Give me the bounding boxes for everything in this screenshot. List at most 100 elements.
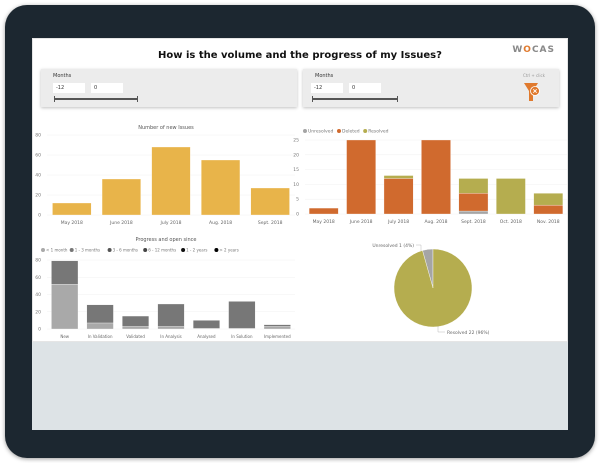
months-to-input[interactable]: 0	[91, 83, 123, 93]
y-tick-label: 20	[293, 152, 299, 158]
y-tick-label: 25	[293, 138, 299, 144]
filter-panel-right: Months -12 0 Ctrl + click	[303, 69, 559, 107]
legend-marker	[107, 248, 112, 252]
x-tick-label: New	[60, 334, 69, 339]
clear-filter-icon[interactable]	[523, 82, 543, 102]
bar-resolved	[383, 175, 414, 179]
bar-1-3-months	[192, 320, 220, 329]
bar-1-3-months	[263, 324, 291, 327]
bar-value	[101, 178, 141, 216]
y-tick-label: 0	[38, 213, 41, 219]
legend-marker	[41, 248, 45, 252]
legend-label: 1 - 3 months	[75, 248, 100, 253]
x-tick-label: Oct. 2018	[500, 219, 522, 225]
bar--1-month	[51, 283, 79, 330]
legend-marker	[214, 248, 219, 252]
chart-title: Progress and open since	[136, 237, 197, 243]
x-tick-label: Implemented	[264, 334, 291, 339]
months-slider[interactable]	[312, 96, 398, 102]
x-tick-label: Sept. 2018	[258, 220, 283, 226]
legend-label: 1 - 2 years	[186, 248, 207, 253]
bar-value	[151, 146, 191, 216]
chart-title: Number of new Issues	[138, 125, 194, 131]
bar--1-month	[263, 326, 291, 330]
bar-value	[201, 159, 241, 216]
x-tick-label: Nov. 2018	[537, 219, 560, 225]
bar-1-3-months	[122, 315, 150, 327]
x-tick-label: In Solution	[231, 334, 253, 339]
y-tick-label: 60	[35, 153, 41, 159]
y-tick-label: 0	[296, 212, 299, 218]
screen: How is the volume and the progress of my…	[32, 38, 568, 430]
bar-deleted	[346, 139, 376, 215]
legend-marker	[181, 248, 186, 252]
y-tick-label: 5	[296, 197, 299, 203]
y-tick-label: 15	[293, 167, 299, 173]
legend-marker	[363, 129, 368, 133]
legend-label: Deleted	[342, 129, 360, 135]
y-tick-label: 80	[35, 258, 41, 264]
bar-deleted	[533, 204, 564, 215]
y-tick-label: 10	[293, 182, 299, 188]
ctrl-click-hint: Ctrl + click	[523, 73, 545, 78]
bar--1-month	[122, 326, 150, 330]
leader-line	[437, 326, 445, 333]
bar-deleted	[308, 207, 339, 215]
y-tick-label: 40	[35, 292, 41, 298]
pie-label: Resolved 22 (96%)	[447, 330, 490, 336]
x-tick-label: Aug. 2018	[209, 220, 232, 226]
bar-deleted	[383, 178, 414, 215]
months-to-input[interactable]: 0	[349, 83, 381, 93]
charts-area: Number of new Issues 0 20 40 60 80 May 2018 Jun…	[35, 125, 567, 339]
legend-label: < 1 month	[46, 248, 68, 253]
x-tick-label: Aug. 2018	[424, 219, 447, 225]
x-tick-label: July 2018	[160, 220, 182, 226]
x-tick-label: June 2018	[349, 219, 373, 225]
x-tick-label: May 2018	[61, 220, 83, 226]
x-tick-label: Validated	[126, 334, 145, 339]
x-tick-label: May 2018	[313, 219, 335, 225]
bar-deleted	[458, 193, 489, 212]
y-tick-label: 80	[35, 133, 41, 139]
bar-value	[250, 187, 290, 216]
pie-slice-resolved	[393, 248, 473, 328]
pie-label: Unresolved 1 (4%)	[372, 243, 414, 249]
months-label: Months	[315, 73, 334, 79]
y-tick-label: 60	[35, 275, 41, 281]
y-tick-label: 20	[35, 193, 41, 199]
months-slider[interactable]	[54, 96, 138, 102]
bar-resolved	[496, 178, 526, 215]
x-tick-label: July 2018	[387, 219, 409, 225]
x-tick-label: In Analysis	[160, 334, 181, 339]
legend-marker	[143, 248, 148, 252]
x-tick-label: Sept. 2018	[461, 219, 486, 225]
legend-label: Unresolved	[308, 129, 333, 135]
legend-label: Resolved	[368, 129, 388, 135]
leader-line	[416, 244, 422, 251]
bar-1-3-months	[86, 304, 114, 324]
page-title: How is the volume and the progress of my…	[158, 50, 442, 61]
x-tick-label: June 2018	[109, 220, 133, 226]
x-tick-label: Analysed	[197, 334, 216, 339]
bar-1-3-months	[157, 303, 185, 327]
y-tick-label: 0	[38, 327, 41, 333]
legend-label: > 2 years	[219, 248, 238, 253]
months-from-input[interactable]: -12	[311, 83, 343, 93]
logo: WOCAS	[512, 45, 555, 55]
bar-unresolved	[458, 210, 489, 215]
y-tick-label: 20	[35, 309, 41, 315]
bar-deleted	[421, 139, 451, 215]
legend-label: 3 - 6 months	[113, 248, 138, 253]
bar--1-month	[86, 322, 114, 330]
bar-1-3-months	[51, 260, 79, 285]
bar-value	[52, 202, 92, 216]
bar--1-month	[157, 326, 185, 330]
legend-marker	[337, 129, 341, 133]
legend-marker	[303, 129, 307, 133]
filter-panel-left: Months -12 0	[41, 69, 297, 107]
bar-resolved	[458, 178, 489, 194]
legend-marker	[69, 248, 74, 252]
legend-label: 6 - 12 months	[148, 248, 176, 253]
months-from-input[interactable]: -12	[53, 83, 85, 93]
x-tick-label: In Validation	[88, 334, 113, 339]
